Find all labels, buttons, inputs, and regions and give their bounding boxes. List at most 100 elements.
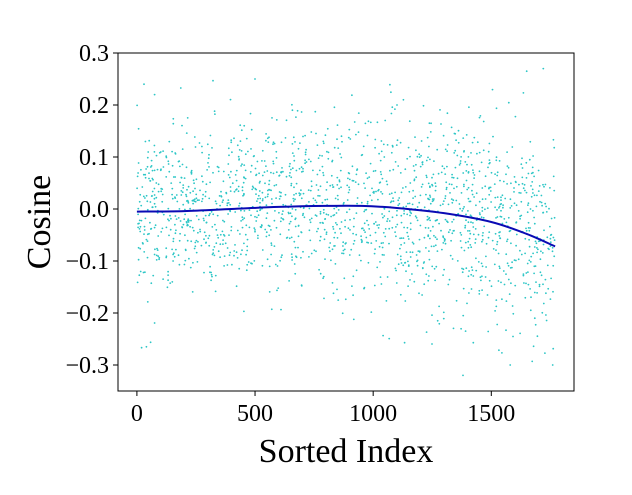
- scatter-point: [529, 227, 531, 229]
- scatter-point: [377, 198, 379, 201]
- scatter-point: [205, 183, 208, 186]
- scatter-point: [265, 217, 268, 220]
- scatter-point: [402, 98, 405, 101]
- scatter-point: [338, 180, 341, 183]
- scatter-point: [450, 198, 453, 201]
- scatter-point: [226, 247, 229, 249]
- scatter-point: [240, 220, 243, 222]
- scatter-point: [318, 268, 320, 271]
- scatter-point: [466, 302, 468, 305]
- scatter-point: [413, 280, 416, 283]
- scatter-point: [174, 223, 176, 226]
- scatter-point: [355, 269, 358, 272]
- scatter-point: [148, 232, 150, 235]
- scatter-point: [219, 233, 222, 236]
- scatter-point: [240, 209, 242, 212]
- scatter-point: [334, 263, 337, 265]
- scatter-point: [445, 188, 448, 191]
- scatter-point: [357, 131, 360, 134]
- scatter-point: [167, 279, 170, 282]
- scatter-point: [550, 277, 552, 280]
- scatter-point: [500, 196, 502, 199]
- scatter-point: [399, 293, 402, 296]
- scatter-point: [436, 219, 439, 221]
- scatter-point: [259, 197, 262, 200]
- scatter-point: [480, 161, 483, 164]
- scatter-point: [522, 274, 525, 277]
- scatter-point: [240, 165, 243, 167]
- scatter-point: [397, 263, 400, 266]
- scatter-point: [184, 248, 187, 251]
- scatter-point: [154, 205, 157, 208]
- scatter-point: [138, 219, 141, 222]
- scatter-point: [348, 172, 351, 175]
- scatter-point: [489, 190, 492, 192]
- scatter-point: [241, 216, 244, 219]
- scatter-point: [442, 203, 444, 206]
- scatter-point: [421, 267, 424, 269]
- scatter-point: [348, 128, 351, 131]
- scatter-point: [467, 171, 470, 173]
- scatter-point: [396, 104, 398, 106]
- scatter-point: [204, 195, 207, 198]
- scatter-point: [481, 289, 483, 291]
- scatter-point: [210, 210, 213, 213]
- scatter-point: [350, 248, 353, 251]
- scatter-point: [323, 228, 326, 231]
- scatter-point: [460, 327, 462, 330]
- scatter-point: [446, 165, 448, 168]
- scatter-point: [412, 197, 414, 200]
- scatter-point: [465, 170, 468, 172]
- scatter-point: [222, 180, 225, 183]
- scatter-point: [419, 165, 422, 168]
- scatter-point: [137, 258, 140, 261]
- scatter-point: [314, 199, 317, 202]
- scatter-point: [474, 238, 477, 241]
- scatter-point: [293, 240, 296, 243]
- scatter-point: [502, 180, 505, 183]
- scatter-point: [346, 199, 349, 201]
- scatter-point: [154, 248, 156, 251]
- scatter-point: [202, 193, 205, 196]
- scatter-point: [403, 262, 406, 264]
- scatter-point: [544, 352, 546, 354]
- scatter-point: [465, 267, 468, 270]
- scatter-point: [381, 253, 384, 256]
- scatter-point: [338, 187, 340, 190]
- scatter-point: [237, 190, 240, 193]
- scatter-point: [324, 134, 327, 137]
- scatter-point: [254, 167, 257, 170]
- scatter-point: [407, 260, 409, 263]
- scatter-point: [326, 181, 328, 184]
- scatter-point: [360, 201, 363, 204]
- scatter-point: [467, 240, 470, 243]
- scatter-point: [295, 192, 297, 195]
- scatter-point: [531, 166, 534, 169]
- scatter-point: [355, 173, 358, 176]
- scatter-point: [502, 270, 505, 272]
- scatter-point: [347, 227, 350, 230]
- scatter-point: [527, 204, 529, 207]
- scatter-point: [261, 149, 264, 152]
- scatter-point: [460, 156, 462, 158]
- scatter-point: [309, 189, 312, 192]
- scatter-point: [455, 199, 458, 202]
- scatter-point: [549, 245, 552, 248]
- scatter-point: [257, 237, 259, 240]
- scatter-point: [419, 224, 422, 227]
- scatter-point: [487, 236, 490, 239]
- scatter-point: [383, 254, 385, 256]
- scatter-point: [535, 205, 538, 208]
- scatter-point: [409, 214, 411, 217]
- scatter-point: [241, 226, 244, 229]
- scatter-point: [278, 198, 281, 200]
- scatter-point: [446, 150, 448, 153]
- scatter-point: [151, 190, 154, 193]
- scatter-point: [316, 173, 319, 176]
- scatter-point: [472, 171, 475, 174]
- scatter-point: [388, 210, 391, 213]
- scatter-point: [389, 169, 391, 172]
- scatter-point: [388, 220, 391, 222]
- scatter-point: [431, 343, 433, 345]
- scatter-point: [459, 240, 462, 242]
